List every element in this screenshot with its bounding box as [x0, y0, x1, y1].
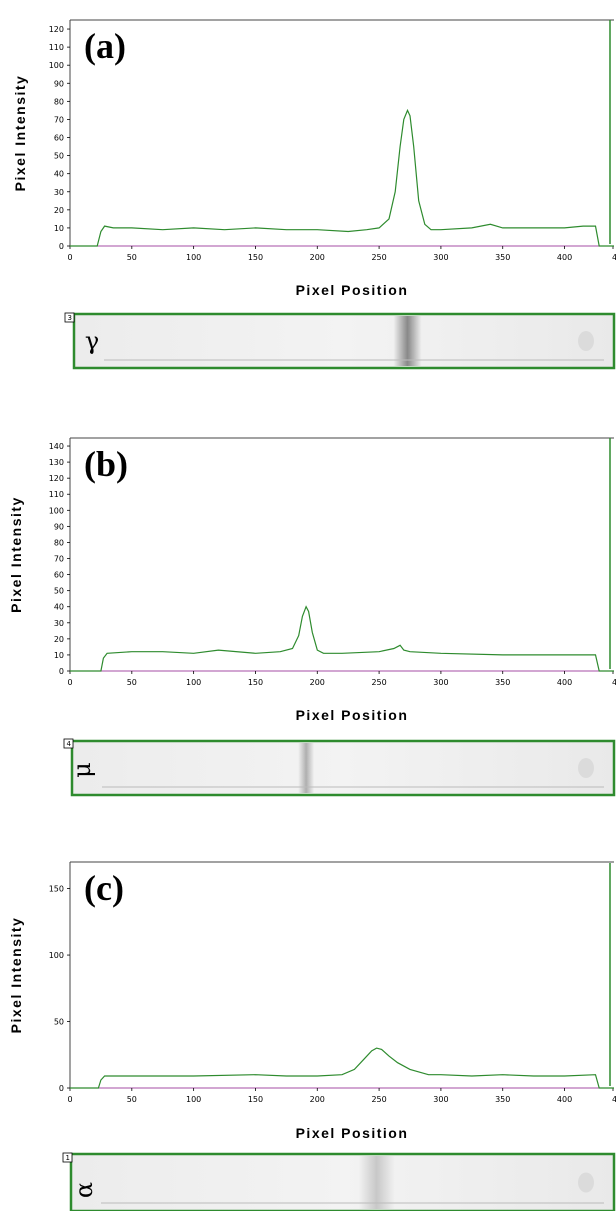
x-tick-label: 200	[310, 678, 325, 687]
y-tick-label: 10	[54, 224, 64, 233]
lane-number-box	[62, 1152, 73, 1163]
lane-frame	[70, 739, 616, 797]
x-tick-label: 50	[127, 253, 137, 262]
y-tick-label: 10	[54, 651, 64, 660]
x-tick-label: 0	[67, 253, 72, 262]
y-tick-label: 90	[54, 522, 64, 531]
gel-band	[358, 1156, 395, 1209]
gel-lane-strip: 3γ	[64, 312, 616, 370]
y-tick-label: 70	[54, 115, 64, 124]
x-axis-title: Pixel Position	[296, 282, 409, 298]
chart-panel-2: 0 10 20 30 40 50 60 70 80 90 100 110 120 130 140 0 50 100…	[8, 437, 616, 797]
x-tick-label: 150	[248, 253, 263, 262]
y-tick-label: 0	[59, 242, 64, 251]
lane-number-box	[63, 738, 74, 749]
x-tick-label: 0	[67, 678, 72, 687]
y-tick-label: 110	[49, 43, 64, 52]
y-tick-label: 80	[54, 97, 64, 106]
y-tick-label: 100	[49, 951, 64, 960]
gel-lane-strip: 4μ	[63, 738, 616, 797]
y-tick-label: 40	[54, 603, 64, 612]
x-tick-label: 300	[433, 1095, 448, 1104]
x-tick-label: 200	[310, 1095, 325, 1104]
y-tick-label: 0	[59, 1084, 64, 1093]
x-tick-label: 200	[310, 253, 325, 262]
y-tick-label: 30	[54, 619, 64, 628]
x-tick-label: 400	[557, 1095, 572, 1104]
gel-band	[393, 316, 422, 366]
x-tick-label: 50	[127, 1095, 137, 1104]
y-tick-label: 140	[49, 442, 64, 451]
x-tick-label: 100	[186, 678, 201, 687]
y-tick-label: 50	[54, 587, 64, 596]
y-tick-label: 80	[54, 538, 64, 547]
series-line-1	[70, 108, 614, 247]
lane-number-box	[64, 312, 75, 323]
y-tick-label: 0	[59, 667, 64, 676]
y-tick-label: 60	[54, 134, 64, 143]
x-tick-label: 100	[186, 253, 201, 262]
x-tick-label: 350	[495, 253, 510, 262]
panel-label: (c)	[84, 868, 124, 908]
y-axis-title: Pixel Intensity	[8, 917, 24, 1034]
gel-smudge	[578, 1172, 594, 1193]
x-tick-label: 100	[186, 1095, 201, 1104]
y-tick-label: 50	[54, 1018, 64, 1027]
x-axis-title: Pixel Position	[296, 1125, 409, 1141]
x-tick-label: 350	[495, 678, 510, 687]
gel-smudge	[578, 758, 594, 778]
y-tick-label: 20	[54, 635, 64, 644]
lane-label: μ	[68, 762, 96, 778]
y-axis-title: Pixel Intensity	[12, 75, 28, 192]
y-tick-label: 130	[49, 458, 64, 467]
y-tick-label: 50	[54, 152, 64, 161]
chart-panel-3: 0 50 100 150 0 50 100 150 200 250 300 350 400 4 (c) Pix…	[8, 861, 616, 1211]
x-tick-label: 250	[371, 253, 386, 262]
x-tick-label: 4	[612, 1095, 616, 1104]
x-tick-label: 250	[371, 678, 386, 687]
y-tick-label: 120	[49, 474, 64, 483]
lane-frame	[69, 1152, 616, 1211]
y-tick-label: 20	[54, 206, 64, 215]
x-tick-label: 4	[612, 678, 616, 687]
gel-lane-strip: 1α	[62, 1152, 616, 1211]
y-tick-label: 90	[54, 79, 64, 88]
gel-smudge	[578, 331, 594, 351]
x-tick-label: 0	[67, 1095, 72, 1104]
x-tick-label: 300	[433, 253, 448, 262]
lane-label: γ	[85, 327, 99, 355]
x-tick-label: 400	[557, 253, 572, 262]
series-line-1	[70, 605, 614, 672]
x-tick-label: 400	[557, 678, 572, 687]
series-line-1	[70, 1047, 614, 1089]
y-tick-label: 40	[54, 170, 64, 179]
panel-label: (a)	[84, 26, 126, 66]
x-tick-label: 300	[433, 678, 448, 687]
x-axis-title: Pixel Position	[296, 707, 409, 723]
x-tick-label: 150	[248, 1095, 263, 1104]
y-tick-label: 30	[54, 188, 64, 197]
y-tick-label: 100	[49, 506, 64, 515]
lane-frame	[72, 312, 616, 370]
x-tick-label: 250	[371, 1095, 386, 1104]
x-tick-label: 350	[495, 1095, 510, 1104]
lane-number: 3	[68, 314, 72, 322]
panel-label: (b)	[84, 444, 128, 484]
y-tick-label: 120	[49, 25, 64, 34]
y-tick-label: 110	[49, 490, 64, 499]
lane-label: α	[70, 1182, 98, 1198]
x-tick-label: 150	[248, 678, 263, 687]
lane-number: 4	[67, 740, 72, 748]
y-tick-label: 70	[54, 555, 64, 564]
y-tick-label: 60	[54, 571, 64, 580]
y-tick-label: 100	[49, 61, 64, 70]
x-tick-label: 50	[127, 678, 137, 687]
lane-number: 1	[66, 1154, 70, 1162]
x-tick-label: 4	[612, 253, 616, 262]
chart-panel-1: 0 10 20 30 40 50 60 70 80 90 100 110 120 0 50 100 150 200…	[12, 19, 616, 370]
y-tick-label: 150	[49, 885, 64, 894]
gel-band	[298, 743, 315, 793]
y-axis-title: Pixel Intensity	[8, 496, 24, 613]
